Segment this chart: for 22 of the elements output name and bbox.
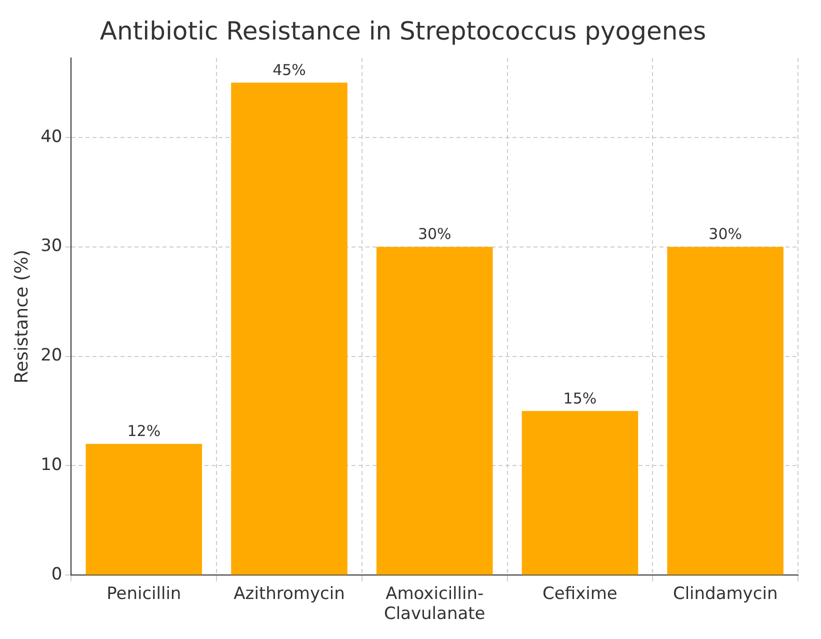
- data-label: 12%: [127, 422, 161, 440]
- bar: [522, 411, 638, 575]
- bar: [667, 246, 784, 575]
- bar: [231, 82, 348, 575]
- data-label: 45%: [272, 61, 306, 80]
- bar: [86, 444, 202, 575]
- x-tick-label: Amoxicillin-Clavulanate: [384, 584, 486, 624]
- data-label: 30%: [418, 225, 452, 244]
- chart-title: Antibiotic Resistance in Streptococcus pyogenes: [100, 16, 706, 46]
- y-tick-label: 10: [40, 455, 62, 476]
- y-tick-label: 0: [51, 564, 62, 585]
- x-tick-label: Cefixime: [542, 584, 618, 604]
- y-tick-label: 20: [40, 346, 62, 366]
- data-label: 15%: [563, 389, 597, 408]
- bar: [376, 246, 493, 575]
- y-tick-label: 40: [40, 126, 62, 147]
- y-tick-label: 30: [40, 236, 62, 256]
- x-tick-label: Penicillin: [106, 584, 182, 604]
- x-tick-label: Azithromycin: [234, 584, 345, 604]
- y-axis-title: Resistance (%): [11, 250, 32, 384]
- data-label: 30%: [708, 225, 742, 244]
- x-tick-label: Clindamycin: [672, 584, 778, 604]
